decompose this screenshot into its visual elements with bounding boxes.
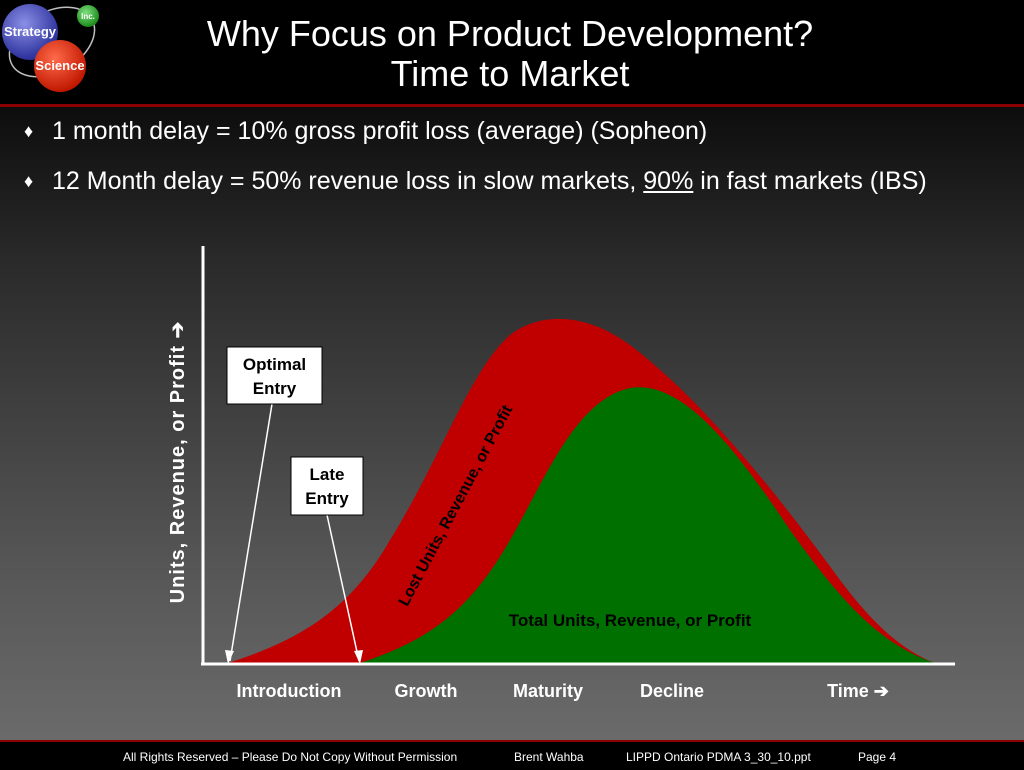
diamond-bullet-icon: ♦ xyxy=(24,121,34,141)
title-line-2: Time to Market xyxy=(390,53,630,94)
title-line-1: Why Focus on Product Development? xyxy=(206,13,814,54)
bullet-item: ♦ 1 month delay = 10% gross profit loss … xyxy=(24,116,1014,148)
late-entry-text: Late xyxy=(310,465,345,484)
bullet-list: ♦ 1 month delay = 10% gross profit loss … xyxy=(24,116,1014,216)
late-entry-arrowhead xyxy=(354,650,363,664)
stage-label: Introduction xyxy=(237,681,342,701)
diamond-bullet-icon: ♦ xyxy=(24,171,34,191)
svg-text:Strategy: Strategy xyxy=(4,24,57,39)
svg-text:Science: Science xyxy=(35,58,84,73)
stage-label: Decline xyxy=(640,681,704,701)
underlined-value: 90% xyxy=(643,167,694,195)
header-bar xyxy=(0,0,1024,105)
footer-bar: All Rights Reserved – Please Do Not Copy… xyxy=(0,740,1024,770)
bullet-text: 12 Month delay = 50% revenue loss in slo… xyxy=(52,167,927,195)
slide-title: Why Focus on Product Development? Time t… xyxy=(110,14,910,94)
stage-label: Maturity xyxy=(513,681,583,701)
optimal-entry-text: Optimal xyxy=(243,355,306,374)
y-axis-label: Units, Revenue, or Profit ➔ xyxy=(167,321,189,604)
optimal-entry-arrowhead xyxy=(225,650,234,664)
footer-file: LIPPD Ontario PDMA 3_30_10.ppt xyxy=(626,750,811,764)
svg-text:Inc.: Inc. xyxy=(81,12,95,21)
footer-page: Page 4 xyxy=(858,750,897,764)
optimal-entry-text: Entry xyxy=(253,379,297,398)
stage-label: Growth xyxy=(395,681,458,701)
bullet-item: ♦ 12 Month delay = 50% revenue loss in s… xyxy=(24,166,1014,198)
footer-author: Brent Wahba xyxy=(514,750,584,764)
stage-label: Time ➔ xyxy=(827,681,889,701)
total-area-label: Total Units, Revenue, or Profit xyxy=(509,611,752,630)
bullet-text: 1 month delay = 10% gross profit loss (a… xyxy=(52,117,708,145)
header-divider xyxy=(0,104,1024,107)
late-entry-pointer xyxy=(326,514,360,662)
footer-rights: All Rights Reserved – Please Do Not Copy… xyxy=(123,750,458,764)
late-entry-text: Entry xyxy=(305,489,349,508)
late-entry-box xyxy=(290,456,364,516)
total-area xyxy=(360,387,935,663)
strategy-science-logo: Strategy Science Inc. xyxy=(2,4,99,92)
optimal-entry-box xyxy=(226,346,323,405)
optimal-entry-pointer xyxy=(229,403,273,662)
